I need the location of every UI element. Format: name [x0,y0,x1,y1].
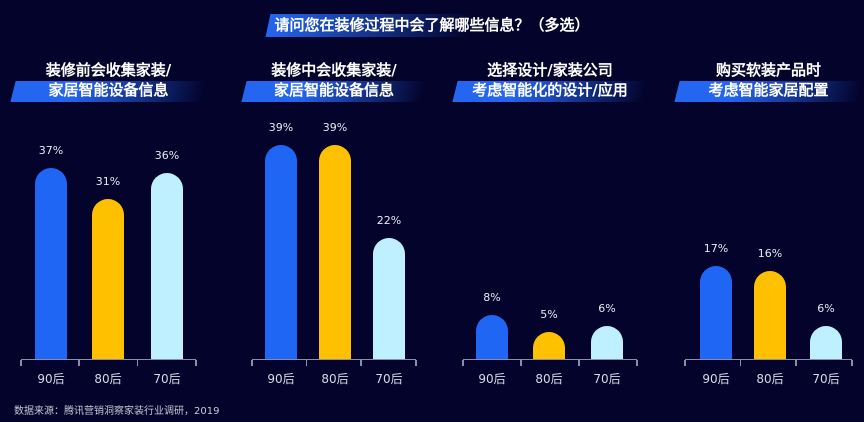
bar-70后 [810,326,842,359]
data-label: 36% [154,148,180,162]
source-note: 数据来源：腾讯营销洞察家装行业调研，2019 [14,406,220,417]
chart-title: 请问您在装修过程中会了解哪些信息？（多选） [0,12,864,37]
data-label: 39% [268,120,294,134]
axis-tick [78,360,80,366]
data-label: 6% [817,302,835,315]
bar-90后 [700,265,732,359]
category-label: 70后 [593,372,621,386]
category-label: 90后 [267,372,295,386]
chart-panel: 选择设计/家装公司 考虑智能化的设计/应用 [455,0,645,422]
category-label: 70后 [153,372,181,386]
bar-80后 [754,271,786,359]
category-label: 70后 [812,372,840,386]
category-label: 80后 [321,372,349,386]
axis-tick [851,360,853,366]
heading-line-1: 购买软装产品时 [715,61,821,79]
chart-panel: 装修前会收集家装/家居智能设备信息 [13,0,204,422]
bar-80后 [319,144,351,359]
heading-line-1: 装修中会收集家装/ [271,61,397,79]
data-label: 37% [38,143,64,157]
axis-tick [636,360,638,366]
data-label: 6% [598,302,616,315]
bar-70后 [151,172,183,359]
chart-panel: 购买软装产品时 考虑智能家居配置 [677,0,860,422]
x-axis [684,359,853,366]
bar-70后 [591,326,623,359]
bar-90后 [265,144,297,359]
axis-tick [305,360,308,366]
axis-tick [578,360,580,366]
data-label: 31% [95,174,121,188]
heading-line-1: 装修前会收集家装/ [45,61,172,79]
data-label: 39% [322,120,348,134]
heading-line-2: 家居智能设备信息 [244,80,424,100]
heading-line-2: 考虑智能家居配置 [677,80,860,100]
heading-line-2: 考虑智能化的设计/应用 [455,80,645,100]
bar-80后 [533,331,565,359]
data-label: 22% [376,214,402,227]
panel-heading: 购买软装产品时 考虑智能家居配置 [677,60,860,100]
bar-90后 [35,167,67,359]
category-label: 70后 [375,372,403,386]
axis-tick [795,360,797,366]
data-label: 8% [483,291,501,304]
axis-tick [195,360,197,366]
bar-80后 [92,198,124,359]
data-label: 17% [703,241,729,255]
axis-tick [251,360,253,366]
category-label: 80后 [756,372,784,386]
title-text: 请问您在装修过程中会了解哪些信息？（多选） [268,12,595,37]
heading-line-2: 家居智能设备信息 [13,80,204,100]
category-label: 80后 [535,372,563,386]
axis-tick [20,360,22,366]
category-label: 90后 [702,372,730,386]
x-axis [20,359,197,366]
axis-tick [739,360,742,366]
axis-tick [136,360,139,366]
data-label: 16% [757,247,783,260]
panel-heading: 装修中会收集家装/家居智能设备信息 [244,60,424,100]
category-label: 90后 [37,372,65,386]
axis-tick [520,360,522,366]
bar-70后 [373,238,405,359]
chart-panel: 装修中会收集家装/家居智能设备信息 [244,0,424,422]
axis-tick [360,360,362,366]
axis-tick [415,360,417,366]
heading-line-1: 选择设计/家装公司 [487,61,613,79]
bar-90后 [476,315,508,359]
panel-heading: 装修前会收集家装/家居智能设备信息 [13,60,204,100]
axis-tick [684,360,686,366]
axis-tick [462,360,464,366]
data-label: 5% [540,307,558,321]
x-axis [251,359,417,366]
category-label: 90后 [478,372,506,386]
category-label: 80后 [94,372,122,386]
panel-heading: 选择设计/家装公司 考虑智能化的设计/应用 [455,60,645,100]
x-axis [462,359,638,366]
